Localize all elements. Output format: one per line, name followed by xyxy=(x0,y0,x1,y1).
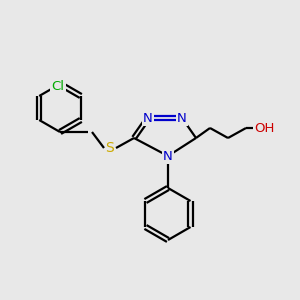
Text: OH: OH xyxy=(254,122,274,134)
Text: N: N xyxy=(177,112,187,124)
Text: N: N xyxy=(163,149,173,163)
Text: N: N xyxy=(143,112,153,124)
Text: Cl: Cl xyxy=(52,80,64,92)
Text: S: S xyxy=(106,141,114,155)
